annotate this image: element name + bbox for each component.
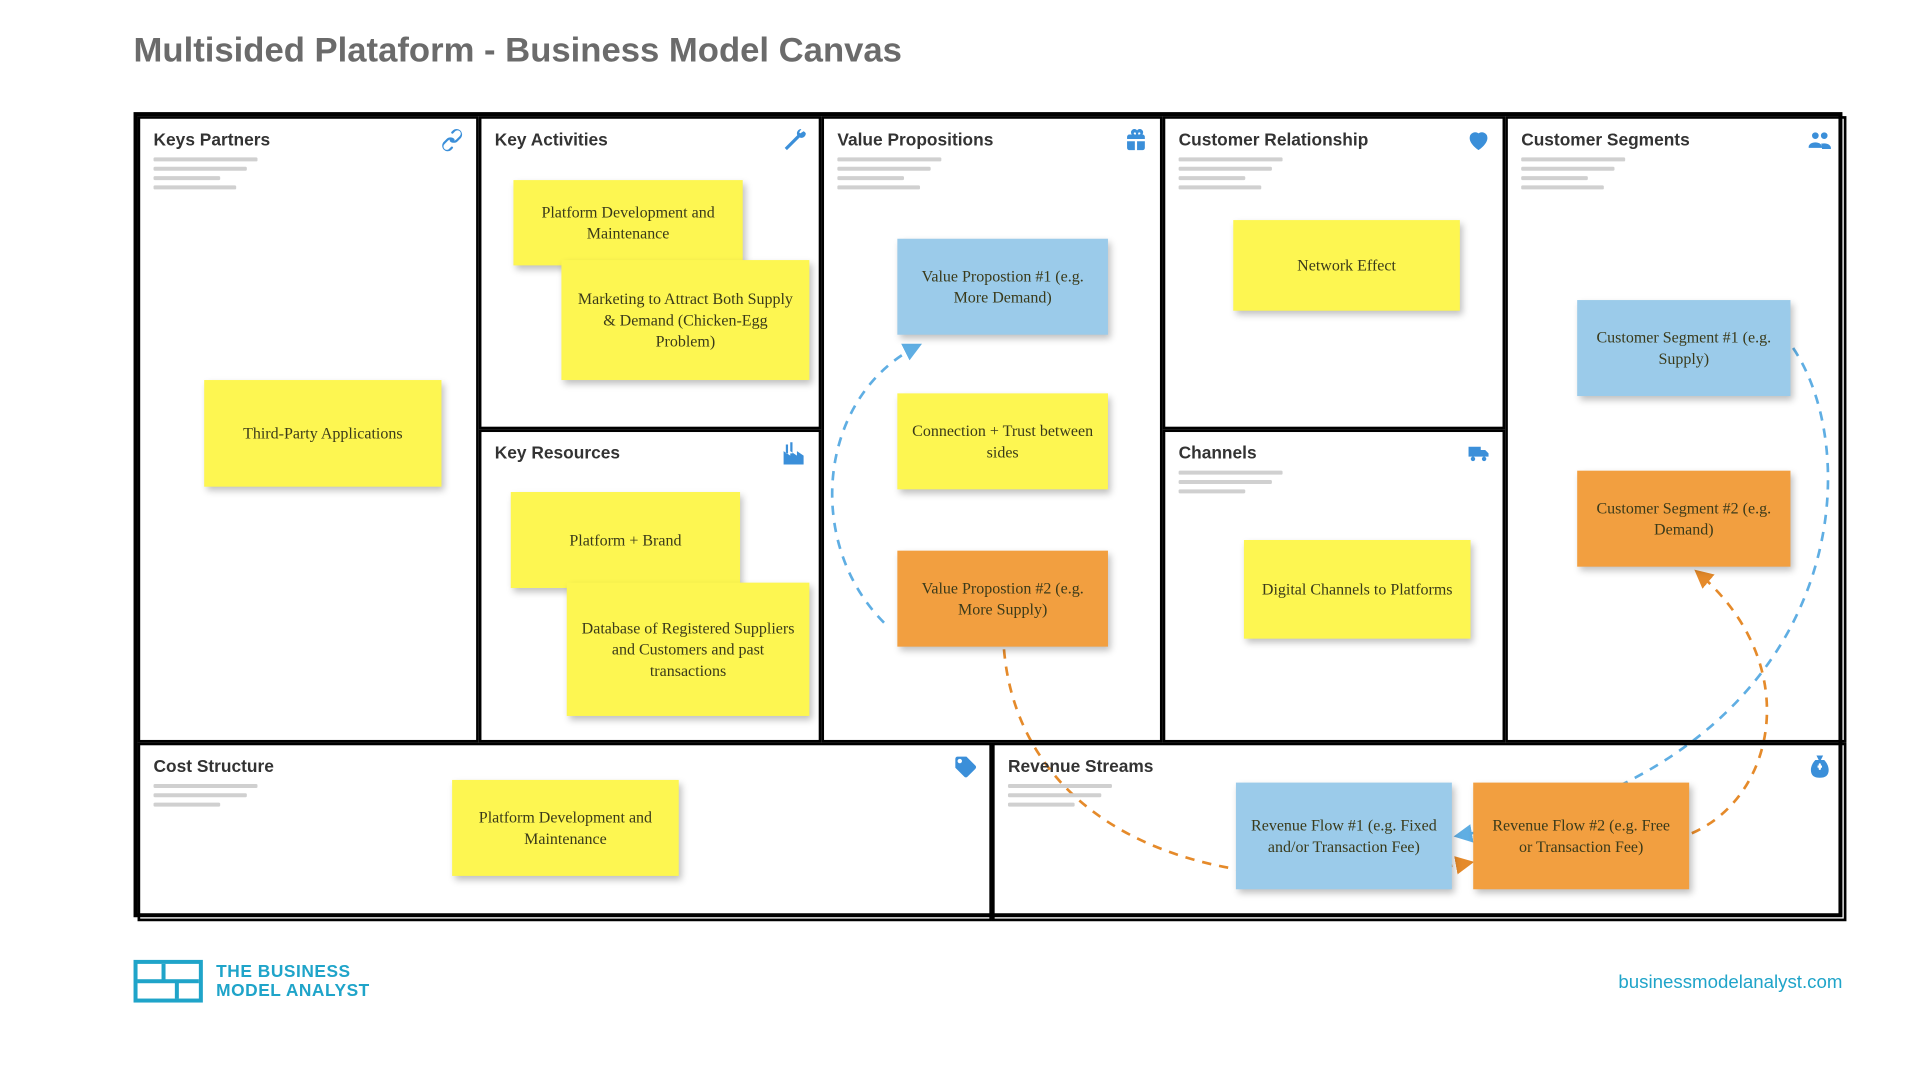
- placeholder-text: [1179, 157, 1490, 189]
- cell-title: Customer Relationship: [1179, 129, 1490, 149]
- cell-title: Channels: [1179, 443, 1490, 463]
- cell-title: Revenue Streams: [1008, 756, 1830, 776]
- users-icon: [1806, 127, 1833, 154]
- factory-icon: [781, 440, 808, 467]
- placeholder-text: [1521, 157, 1830, 189]
- brand-text: THE BUSINESS MODEL ANALYST: [216, 962, 370, 1000]
- brand-line1: THE BUSINESS: [216, 962, 370, 981]
- truck-icon: [1465, 440, 1492, 467]
- wrench-icon: [781, 127, 808, 154]
- sticky-cs1: Customer Segment #1 (e.g. Supply): [1577, 300, 1790, 396]
- sticky-rev2: Revenue Flow #2 (e.g. Free or Transactio…: [1473, 783, 1689, 890]
- tag-icon: [952, 753, 979, 780]
- page-title: Multisided Plataform - Business Model Ca…: [134, 29, 1920, 70]
- gift-icon: [1123, 127, 1150, 154]
- placeholder-text: [1179, 471, 1490, 494]
- link-icon: [439, 127, 466, 154]
- cell-customer-segments: Customer Segments: [1505, 116, 1846, 743]
- cell-title: Customer Segments: [1521, 129, 1830, 149]
- sticky-ka1: Platform Development and Maintenance: [513, 180, 742, 265]
- sticky-vp2: Connection + Trust between sides: [897, 393, 1108, 489]
- brand-line2: MODEL ANALYST: [216, 981, 370, 1000]
- brand-logo-block: THE BUSINESS MODEL ANALYST: [134, 960, 370, 1003]
- footer-url: businessmodelanalyst.com: [1618, 971, 1842, 992]
- sticky-vp1: Value Propostion #1 (e.g. More Demand): [897, 239, 1108, 335]
- brand-logo-icon: [134, 960, 203, 1003]
- sticky-cr1: Network Effect: [1233, 220, 1460, 311]
- sticky-kr2: Database of Registered Suppliers and Cus…: [567, 583, 810, 716]
- sticky-cs2: Customer Segment #2 (e.g. Demand): [1577, 471, 1790, 567]
- sticky-rev1: Revenue Flow #1 (e.g. Fixed and/or Trans…: [1236, 783, 1452, 890]
- heart-icon: [1465, 127, 1492, 154]
- cell-title: Keys Partners: [154, 129, 463, 149]
- moneybag-icon: [1806, 753, 1833, 780]
- sticky-cost1: Platform Development and Maintenance: [452, 780, 679, 876]
- sticky-ka2: Marketing to Attract Both Supply & Deman…: [561, 260, 809, 380]
- placeholder-text: [154, 157, 463, 189]
- business-model-canvas: Keys Partners Key Activities Key Resourc…: [134, 112, 1843, 917]
- sticky-ch1: Digital Channels to Platforms: [1244, 540, 1471, 639]
- cell-title: Value Propositions: [837, 129, 1146, 149]
- footer: THE BUSINESS MODEL ANALYST businessmodel…: [134, 949, 1843, 1013]
- placeholder-text: [837, 157, 1146, 189]
- sticky-vp3: Value Propostion #2 (e.g. More Supply): [897, 551, 1108, 647]
- cell-title: Key Activities: [495, 129, 806, 149]
- sticky-kr1: Platform + Brand: [511, 492, 740, 588]
- cell-title: Key Resources: [495, 443, 806, 463]
- cell-title: Cost Structure: [154, 756, 976, 776]
- sticky-kp1: Third-Party Applications: [204, 380, 441, 487]
